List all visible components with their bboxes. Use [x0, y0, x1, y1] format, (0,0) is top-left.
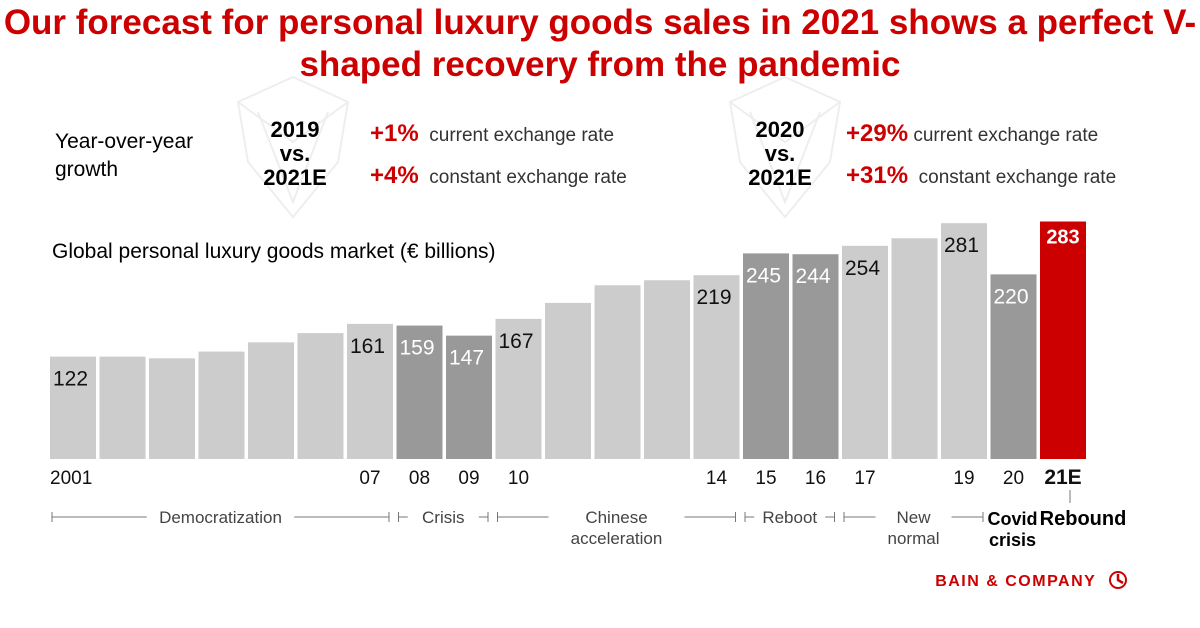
- data-label: 219: [697, 286, 732, 309]
- data-label: 122: [53, 368, 88, 391]
- period-label: Rebound: [1040, 508, 1127, 530]
- comparison-year: 2021E: [748, 165, 812, 190]
- x-tick-label: 09: [458, 468, 479, 489]
- growth-value: +1%: [370, 120, 419, 147]
- growth-constant-left: +4% constant exchange rate: [370, 162, 627, 190]
- x-tick-label: 08: [409, 468, 430, 489]
- period-label: Democratization: [159, 508, 282, 527]
- bar-14: [693, 275, 740, 459]
- growth-label: constant exchange rate: [918, 167, 1117, 188]
- x-tick-label: 15: [755, 468, 776, 489]
- growth-constant-right: +31% constant exchange rate: [846, 162, 1116, 190]
- data-label: 161: [350, 335, 385, 358]
- growth-label: current exchange rate: [429, 125, 615, 146]
- data-label: 254: [845, 257, 880, 280]
- x-tick-label: 07: [359, 468, 380, 489]
- bar-16: [792, 254, 839, 459]
- bar-17: [842, 245, 888, 459]
- growth-current-right: +29% current exchange rate: [846, 120, 1098, 148]
- bain-logo: BAIN & COMPANY: [935, 570, 1128, 591]
- shield-watermark-icon: [728, 75, 842, 219]
- period-label: Covid crisis: [987, 509, 1037, 550]
- data-label: 245: [746, 264, 781, 287]
- bar-2001: [50, 356, 96, 459]
- comparison-year: 2021E: [263, 165, 327, 190]
- comparison-vs: vs.: [764, 141, 796, 166]
- data-label: 220: [994, 285, 1029, 308]
- shield-watermark-icon: [236, 75, 350, 219]
- x-tick-label: 16: [805, 468, 826, 489]
- comparison-2019-vs-2021e: 2019 vs. 2021E: [250, 118, 340, 190]
- growth-value: +31%: [846, 162, 909, 189]
- comparison-vs: vs.: [279, 141, 311, 166]
- logo-text: BAIN & COMPANY: [935, 573, 1097, 590]
- period-label: Chinese acceleration: [571, 508, 663, 548]
- bar-05: [248, 342, 294, 459]
- comparison-2020-vs-2021e: 2020 vs. 2021E: [735, 118, 825, 190]
- bar-09: [446, 335, 492, 459]
- yoy-growth-label: Year-over-year growth: [55, 130, 194, 181]
- page-title: Our forecast for personal luxury goods s…: [3, 3, 1197, 84]
- bar-21E: [1040, 221, 1086, 459]
- x-tick-label: 21E: [1044, 466, 1081, 489]
- x-tick-label: 17: [854, 468, 875, 489]
- bar-12: [594, 285, 641, 459]
- period-label: Crisis: [422, 508, 465, 527]
- period-label: New normal: [888, 508, 940, 548]
- growth-value: +29%: [846, 120, 909, 147]
- bar-08: [396, 325, 443, 459]
- data-label: 283: [1046, 227, 1079, 249]
- data-label: 244: [796, 265, 831, 288]
- bar-11: [545, 302, 591, 459]
- x-tick-label: 19: [953, 468, 974, 489]
- comparison-year: 2020: [755, 117, 805, 142]
- bar-15: [743, 253, 789, 459]
- x-tick-label: 14: [706, 468, 728, 489]
- growth-label: constant exchange rate: [429, 167, 627, 188]
- x-tick-label: 10: [508, 468, 529, 489]
- bar-02: [99, 356, 146, 459]
- bain-logo-icon: [1109, 571, 1127, 589]
- bar-06: [297, 333, 344, 459]
- x-tick-label: 20: [1003, 468, 1024, 489]
- growth-value: +4%: [370, 162, 419, 189]
- x-tick-label: 2001: [50, 468, 92, 489]
- data-label: 147: [449, 347, 484, 370]
- data-label: 281: [944, 234, 979, 257]
- bar-04: [198, 351, 245, 459]
- bar-18: [891, 238, 938, 459]
- data-label: 159: [400, 337, 435, 360]
- bar-19: [941, 223, 987, 459]
- growth-current-left: +1% current exchange rate: [370, 120, 614, 148]
- bar-20: [990, 274, 1037, 459]
- chart-title: Global personal luxury goods market (€ b…: [52, 240, 496, 263]
- data-label: 167: [499, 330, 534, 353]
- bar-07: [347, 323, 393, 459]
- bar-13: [644, 280, 690, 459]
- growth-label: current exchange rate: [913, 125, 1099, 146]
- period-label: Reboot: [762, 508, 817, 527]
- bar-03: [149, 358, 195, 459]
- comparison-year: 2019: [270, 117, 320, 142]
- bar-10: [495, 318, 542, 459]
